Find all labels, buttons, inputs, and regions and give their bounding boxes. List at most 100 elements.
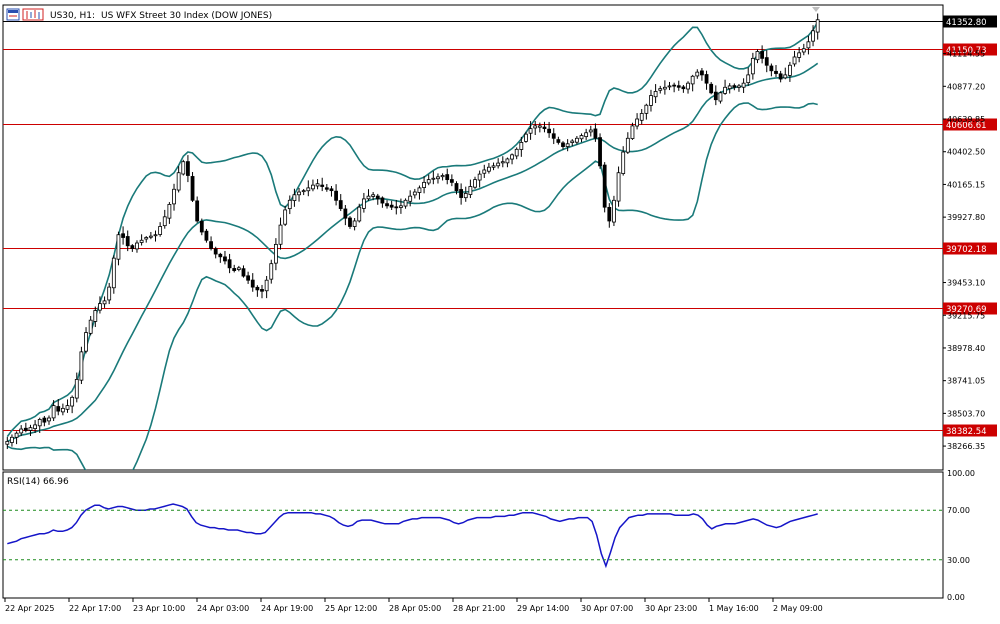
candle-body [658, 88, 663, 91]
candle-body [199, 220, 204, 233]
candle-body [713, 91, 718, 101]
candle-body [37, 418, 42, 427]
candle-body [42, 417, 47, 423]
candle-body [204, 230, 209, 241]
time-label-2: 23 Apr 10:00 [133, 604, 185, 613]
candle-body [602, 164, 607, 208]
candle-body [588, 129, 593, 133]
candle-body [570, 140, 575, 143]
candle-body [139, 239, 144, 243]
candle-body [653, 91, 658, 98]
candle-body [686, 82, 690, 90]
candle-body [111, 257, 116, 289]
candle-body [181, 161, 186, 175]
candle-body [482, 169, 487, 174]
candle-body [375, 195, 380, 200]
candle-body [612, 199, 616, 223]
candle-body [135, 242, 139, 250]
candle-body [547, 128, 552, 134]
candle-body [644, 104, 649, 114]
rsi-line [7, 503, 818, 569]
candle-body [56, 406, 61, 412]
candle-body [445, 174, 450, 181]
candle-body [366, 195, 371, 200]
candle-body [565, 143, 570, 147]
time-label-9: 30 Apr 07:00 [581, 604, 633, 613]
price-axis-label-1: 40877.20 [947, 82, 985, 91]
candle-body [195, 200, 200, 222]
candle-body [385, 203, 389, 207]
candle-body [778, 73, 783, 80]
candle-body [102, 300, 107, 305]
level-label-2: 40606.61 [946, 121, 987, 131]
chart-window-icon[interactable] [6, 8, 20, 21]
candle-body [732, 85, 737, 88]
candle-body [727, 85, 732, 90]
candle-body [454, 183, 459, 192]
candle-body [88, 319, 93, 334]
candle-body [584, 132, 589, 138]
candle-body [264, 279, 269, 292]
candle-body [537, 125, 542, 128]
candle-body [227, 259, 232, 269]
candle-body [616, 172, 621, 202]
level-label-3: 39702.18 [946, 245, 987, 255]
candle-body [792, 56, 797, 65]
rsi-axis-label-1: 70.00 [947, 506, 970, 515]
candle-body [352, 220, 357, 227]
candle-body [93, 310, 98, 322]
candle-body [519, 142, 524, 150]
level-label-bg-1 [943, 43, 997, 56]
chart-toolbar-icon[interactable] [22, 8, 44, 21]
candle-body [371, 194, 376, 197]
candle-body [292, 194, 297, 201]
candle-body [690, 75, 695, 85]
candle-body [649, 95, 653, 106]
candle-body [463, 193, 468, 199]
level-label-bg-0 [943, 15, 997, 28]
candle-body [774, 70, 778, 74]
candle-body [315, 183, 320, 187]
candle-body [806, 41, 811, 49]
level-label-bg-4 [943, 302, 997, 315]
candle-body [436, 176, 440, 180]
candle-body [449, 179, 454, 183]
candle-body [533, 125, 538, 129]
candle-body [746, 74, 751, 84]
candle-body [473, 179, 477, 188]
candle-body [357, 206, 362, 222]
candle-body [797, 52, 802, 58]
rsi-axis-label-2: 30.00 [947, 556, 970, 565]
candle-body [297, 191, 301, 196]
price-axis-label-9: 38741.05 [947, 377, 985, 386]
candle-body [491, 165, 496, 168]
candle-body [635, 118, 639, 127]
candle-body [47, 417, 51, 422]
candle-body [209, 241, 213, 249]
level-label-4: 39270.69 [946, 305, 987, 315]
chart-description: US WFX Street 30 Index (DOW JONES) [101, 11, 272, 21]
candle-body [700, 70, 704, 76]
candle-body [70, 396, 75, 407]
candle-body [338, 200, 343, 209]
candle-body [542, 126, 547, 130]
candle-body [74, 379, 79, 399]
candle-body [408, 195, 413, 202]
candle-body [79, 351, 84, 381]
level-label-bg-3 [943, 242, 997, 255]
candle-body [676, 85, 681, 88]
candle-body [695, 71, 700, 77]
candle-body [561, 142, 565, 147]
candle-body [232, 268, 237, 271]
level-label-bg-2 [943, 118, 997, 131]
candle-body [422, 181, 426, 188]
bollinger-upper-band [6, 21, 819, 438]
bollinger-middle-band [6, 62, 819, 443]
candle-body [783, 74, 788, 79]
candle-body [10, 436, 14, 443]
candle-body [172, 188, 176, 205]
candle-body [760, 51, 765, 59]
candle-body [801, 48, 806, 53]
